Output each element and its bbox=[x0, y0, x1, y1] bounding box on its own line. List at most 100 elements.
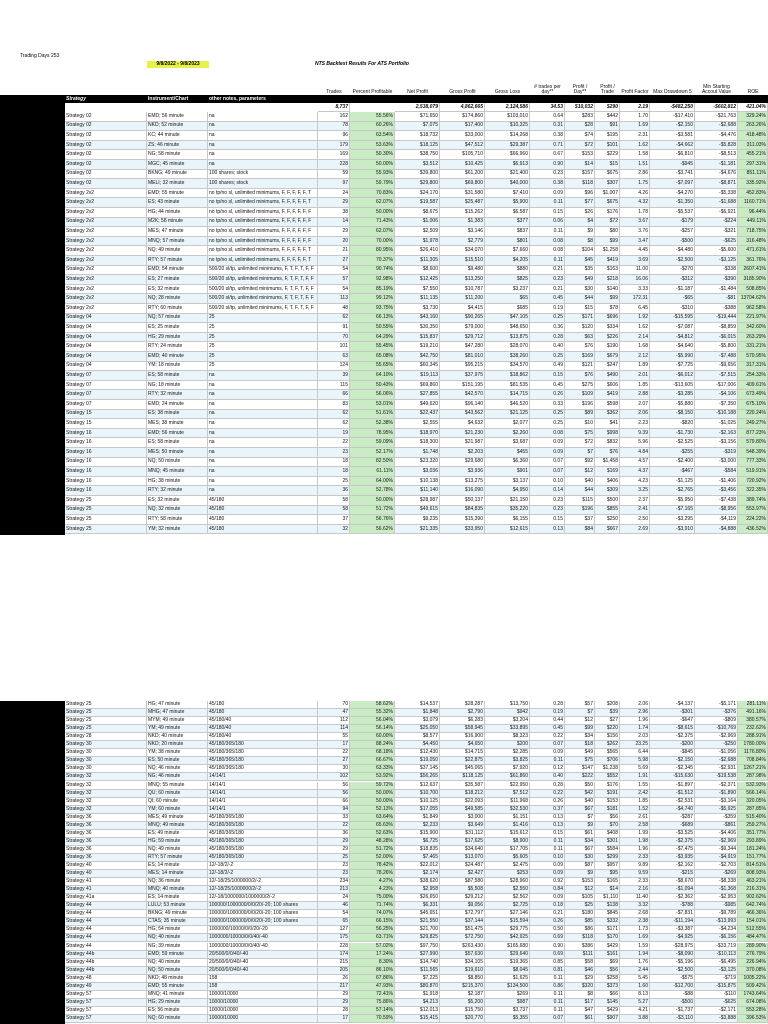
cell-value: -$2,163 bbox=[695, 428, 738, 439]
row-label: 14/14/1 bbox=[208, 797, 318, 806]
cell-value: $13,070 bbox=[440, 853, 485, 862]
cell-value: $10,425 bbox=[440, 160, 485, 170]
cell-value: $18,732 bbox=[395, 131, 440, 141]
cell-value: 20 bbox=[318, 236, 350, 247]
cell-value: $2,790 bbox=[440, 709, 485, 718]
cell-value: $60,345 bbox=[395, 361, 440, 372]
cell-value: -$9,656 bbox=[695, 361, 738, 372]
total: -$482,250 bbox=[650, 103, 695, 112]
row-label: na bbox=[208, 131, 318, 141]
cell-value: 78 bbox=[318, 121, 350, 132]
cell-value: -$5,925 bbox=[695, 805, 738, 814]
cell-value: $190 bbox=[595, 342, 620, 352]
cell-value: -$3,125 bbox=[695, 966, 738, 975]
cell-value: 320.05% bbox=[738, 797, 768, 806]
row-label: Strategy 02 bbox=[65, 150, 147, 160]
cell-value: $6,283 bbox=[440, 717, 485, 726]
cell-value: $283 bbox=[565, 112, 595, 122]
cell-value: $3,936 bbox=[440, 467, 485, 477]
cell-value: 30 bbox=[318, 765, 350, 774]
cell-value: $1,849 bbox=[395, 813, 440, 822]
cell-value: 58 bbox=[318, 496, 350, 506]
cell-value: -$65 bbox=[650, 294, 695, 304]
row-label: 500/20 sl/tp, unlimited minimums, F, T, … bbox=[208, 265, 318, 276]
cell-value: $2,509 bbox=[395, 227, 440, 237]
cell-value: 1.70 bbox=[620, 112, 650, 122]
cell-value: $97,750 bbox=[395, 942, 440, 951]
cell-value: $37,144 bbox=[440, 918, 485, 927]
total: 421.04% bbox=[738, 103, 768, 112]
cell-value: $13,875 bbox=[485, 332, 530, 343]
cell-value: $8,323 bbox=[485, 733, 530, 742]
cell-value: $38,620 bbox=[395, 878, 440, 887]
cell-value: $9,056 bbox=[440, 902, 485, 911]
cell-value: 52.17% bbox=[350, 448, 395, 458]
cell-value: $253 bbox=[485, 870, 530, 879]
cell-value: 1.91 bbox=[620, 773, 650, 782]
cell-value: $49,615 bbox=[395, 505, 440, 516]
cell-value: 718.75% bbox=[738, 227, 768, 237]
cell-value: -$301 bbox=[650, 709, 695, 718]
cell-value: 2.42 bbox=[620, 789, 650, 798]
cell-value: $6,331 bbox=[395, 902, 440, 911]
cell-value: 52.38% bbox=[350, 419, 395, 429]
row-label: HG; 54 minute bbox=[147, 926, 208, 935]
cell-value: $12 bbox=[565, 467, 595, 477]
column-header: Percent Profitable bbox=[352, 89, 393, 95]
cell-value: -$5,196 bbox=[650, 958, 695, 967]
cell-value: $1,748 bbox=[395, 448, 440, 458]
cell-value: 1160.71% bbox=[738, 198, 768, 208]
row-label: 10000/10000 bbox=[208, 1014, 318, 1023]
cell-value: -$1,688 bbox=[695, 198, 738, 208]
cell-value: -$388 bbox=[695, 304, 738, 314]
cell-value: $42 bbox=[565, 789, 595, 798]
cell-value: 0.45 bbox=[530, 294, 565, 304]
cell-value: $34,640 bbox=[440, 845, 485, 854]
cell-value: $37 bbox=[565, 515, 595, 525]
row-label: Strategy 30 bbox=[65, 741, 147, 750]
row-label: Strategy 16 bbox=[65, 448, 147, 458]
cell-value: 2.06 bbox=[620, 409, 650, 420]
cell-value: 1.89 bbox=[620, 361, 650, 372]
row-label: Strategy 16 bbox=[65, 428, 147, 439]
cell-value: $76 bbox=[565, 342, 595, 352]
cell-value: -$15,630 bbox=[650, 773, 695, 782]
cell-value: 5.27 bbox=[620, 998, 650, 1007]
cell-value: 1780.00% bbox=[738, 741, 768, 750]
cell-value: $28,987 bbox=[395, 496, 440, 506]
cell-value: $165,680 bbox=[485, 942, 530, 951]
cell-value: 55.65% bbox=[350, 361, 395, 372]
cell-value: $1,978 bbox=[395, 236, 440, 247]
cell-value: -$2,688 bbox=[695, 121, 738, 132]
cell-value: $987 bbox=[485, 998, 530, 1007]
row-label: NQ; 46 minute bbox=[147, 765, 208, 774]
cell-value: 4.23 bbox=[620, 476, 650, 487]
cell-value: $7,225 bbox=[395, 974, 440, 983]
cell-value: $61 bbox=[565, 829, 595, 838]
cell-value: -$7,725 bbox=[650, 361, 695, 372]
cell-value: $34,070 bbox=[440, 246, 485, 256]
cell-value: 70.00% bbox=[350, 236, 395, 247]
cell-value: $169 bbox=[595, 467, 620, 477]
cell-value: $8,600 bbox=[395, 265, 440, 276]
cell-value: $56 bbox=[595, 966, 620, 975]
cell-value: 0.81 bbox=[530, 966, 565, 975]
cell-value: 396.53% bbox=[738, 1014, 768, 1023]
cell-value: 226.94% bbox=[738, 958, 768, 967]
cell-value: $12 bbox=[565, 886, 595, 895]
cell-value: $24,487 bbox=[440, 862, 485, 871]
cell-value: -$4,919 bbox=[695, 853, 738, 862]
row-label: MES; 14 minute bbox=[147, 870, 208, 879]
row-label: MELI; 32 minute bbox=[147, 179, 208, 189]
row-label: na bbox=[208, 112, 318, 122]
cell-value: -$1,730 bbox=[650, 428, 695, 439]
cell-value: $140 bbox=[595, 284, 620, 295]
cell-value: 68.18% bbox=[350, 749, 395, 758]
cell-value: -$8,670 bbox=[650, 878, 695, 887]
column-header: # trades per day** bbox=[534, 84, 561, 95]
cell-value: -$2,150 bbox=[650, 121, 695, 132]
cell-value: $18,300 bbox=[395, 438, 440, 448]
cell-value: -$9,344 bbox=[695, 845, 738, 854]
cell-value: 36 bbox=[318, 829, 350, 838]
cell-value: 370.08% bbox=[738, 966, 768, 975]
